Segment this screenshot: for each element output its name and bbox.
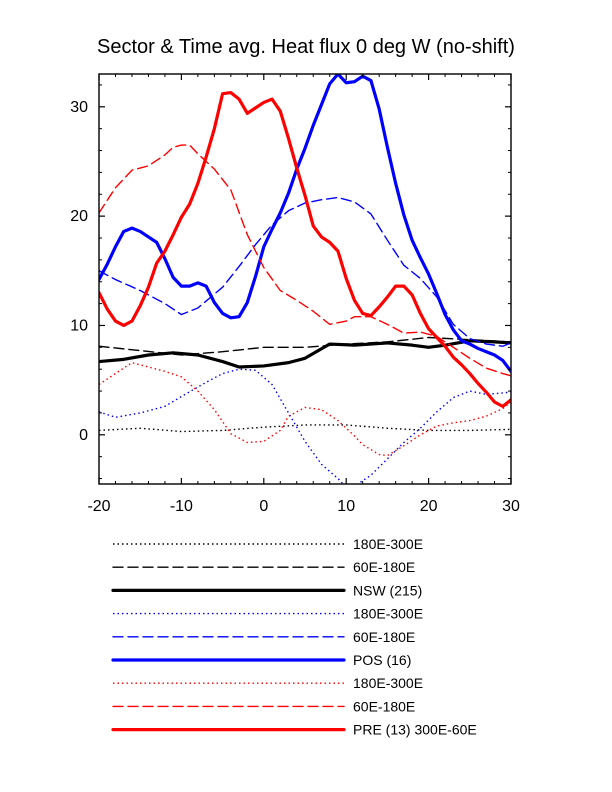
series-line-7-180e-300e — [99, 361, 511, 457]
series-line-9-pre-13-300e-60e — [99, 90, 511, 408]
x-tick-label: 20 — [420, 498, 438, 515]
legend-label-9-pre-13-300e-60e: PRE (13) 300E-60E — [353, 722, 477, 738]
legend-label-2-60e-180e: 60E-180E — [353, 559, 415, 575]
y-tick-label: 30 — [70, 99, 88, 116]
chart-title: Sector & Time avg. Heat flux 0 deg W (no… — [97, 36, 515, 58]
series-line-8-60e-180e — [99, 144, 511, 377]
legend-label-6-pos-16: POS (16) — [353, 652, 411, 668]
plot-area-frame — [98, 73, 512, 485]
y-tick-label: 0 — [79, 427, 88, 444]
series-line-6-pos-16 — [99, 74, 511, 373]
chart-legend: 180E-300E 60E-180E NSW (215) 180E-300E 60E-1… — [111, 536, 477, 738]
legend-label-4-180e-300e: 180E-300E — [353, 606, 423, 622]
series-line-1-180e-300e — [99, 424, 511, 433]
x-tick-label: -10 — [170, 498, 193, 515]
axis-tick-labels-group: -20 -10 0 10 20 30 0 10 20 30 — [70, 99, 520, 515]
y-tick-label: 10 — [70, 317, 88, 334]
legend-label-3-nsw-215: NSW (215) — [353, 582, 422, 598]
series-line-4-180e-300e — [99, 368, 511, 484]
x-tick-label: 30 — [502, 498, 520, 515]
x-tick-label: -20 — [87, 498, 110, 515]
legend-label-5-60e-180e: 60E-180E — [353, 629, 415, 645]
x-tick-label: 10 — [337, 498, 355, 515]
axis-ticks-group — [98, 74, 512, 484]
plot-series-group — [99, 74, 511, 484]
legend-label-8-60e-180e: 60E-180E — [353, 698, 415, 714]
series-line-5-60e-180e — [99, 196, 511, 347]
y-tick-label: 20 — [70, 208, 88, 225]
legend-label-1-180e-300e: 180E-300E — [353, 536, 423, 552]
x-tick-label: 0 — [259, 498, 268, 515]
legend-label-7-180e-300e: 180E-300E — [353, 675, 423, 691]
